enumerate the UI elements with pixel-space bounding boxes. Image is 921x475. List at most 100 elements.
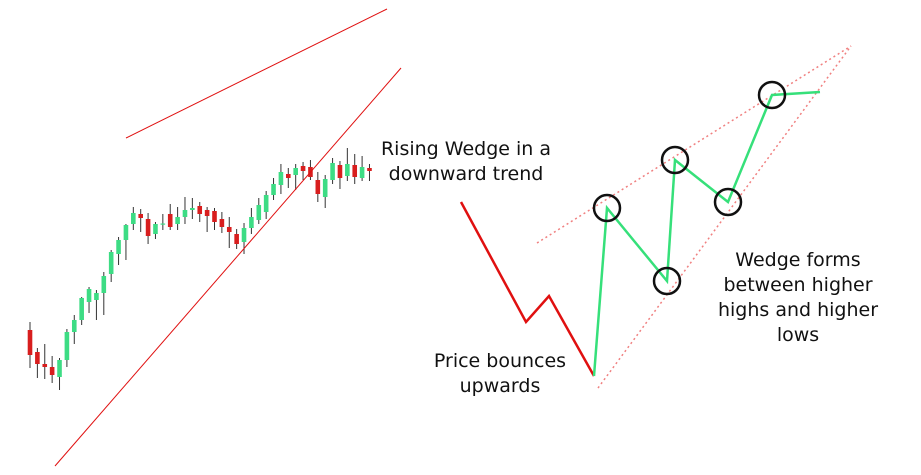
candle [359, 156, 365, 181]
bearish-candle-body [367, 168, 372, 171]
bullish-candle-body [256, 205, 262, 220]
bullish-candle-body [278, 172, 284, 185]
bullish-candle-body [123, 225, 129, 240]
candle [322, 175, 328, 208]
bullish-candle-body [271, 184, 276, 195]
candle [278, 164, 284, 194]
candle [315, 172, 321, 202]
bearish-candle-body [35, 352, 40, 364]
higher-low-circle [652, 266, 682, 296]
bearish-candle-body [219, 219, 225, 227]
candle [153, 222, 158, 239]
bullish-candle-body [263, 195, 269, 212]
bullish-candle-body [79, 298, 84, 320]
candle [27, 322, 33, 368]
candle [271, 178, 276, 200]
bullish-candle-body [330, 163, 335, 180]
candles-layer [27, 148, 372, 390]
upper-dotted-wedge-line [536, 45, 852, 244]
upper-trendline [125, 8, 388, 139]
candle [241, 223, 247, 254]
candle [226, 217, 232, 248]
candle [352, 154, 358, 184]
candle [256, 198, 262, 224]
candle [293, 164, 298, 190]
bullish-candle-body [160, 223, 166, 225]
bullish-candle-body [116, 240, 121, 254]
bearish-candle-body [300, 166, 306, 171]
bullish-candle-body [182, 210, 188, 217]
rising-wedge-label-line-1: Rising Wedge in a [380, 138, 552, 160]
bullish-candle-body [322, 179, 328, 197]
candle [212, 208, 217, 230]
bearish-candle-body [315, 180, 321, 194]
higher-high-circle [592, 193, 622, 223]
candle [330, 158, 335, 184]
bullish-candle-body [131, 213, 136, 224]
candle [190, 198, 195, 219]
candle [345, 148, 350, 181]
downtrend-line [459, 201, 596, 377]
lower-dotted-wedge-line [597, 45, 852, 389]
bearish-candle-body [337, 165, 343, 178]
bearish-candle-body [234, 234, 239, 244]
wedge-forms-label-line-2: between higher [723, 274, 873, 296]
candle [138, 209, 143, 232]
price-bounces-label-line-2: upwards [459, 375, 541, 397]
candle [219, 212, 225, 233]
candle [64, 329, 70, 367]
bullish-candle-body [153, 224, 158, 234]
bullish-candle-body [345, 164, 350, 176]
higher-low-circle [713, 187, 743, 217]
wedge-forms-label-line-4: lows [776, 324, 820, 346]
candle [182, 197, 188, 224]
candle [108, 250, 114, 282]
bullish-candle-body [241, 228, 247, 242]
candle [101, 272, 107, 315]
bearish-candle-body [226, 227, 232, 232]
bearish-candle-body [145, 219, 151, 236]
candle [286, 168, 291, 188]
bullish-candle-body [101, 276, 107, 293]
candle [160, 214, 166, 230]
candle [79, 297, 84, 325]
bearish-candle-body [167, 214, 173, 227]
lower-trendline [54, 67, 402, 467]
bullish-candle-body [94, 293, 99, 300]
candle [197, 202, 203, 222]
bullish-candle-body [64, 332, 70, 360]
wedge-forms-label-line-1: Wedge forms [735, 249, 861, 271]
bullish-candle-body [293, 168, 298, 175]
bearish-candle-body [138, 214, 143, 218]
price-bounces-label: Price bounces upwards [424, 349, 576, 399]
candle [175, 207, 180, 230]
candle [167, 204, 173, 230]
candle [86, 287, 92, 313]
candle [131, 207, 136, 230]
bullish-candle-body [359, 167, 365, 178]
candle [249, 208, 254, 234]
candle [35, 348, 40, 378]
bearish-candle-body [42, 364, 48, 367]
bearish-candle-body [204, 210, 210, 216]
bearish-candle-body [286, 174, 291, 178]
bearish-candle-body [352, 165, 358, 177]
bullish-candle-body [249, 217, 254, 228]
bullish-candle-body [86, 289, 92, 302]
candle [263, 191, 269, 219]
wedge-forms-label: Wedge forms between higher highs and hig… [710, 248, 886, 348]
candle [42, 344, 48, 379]
candle [234, 229, 239, 249]
candle [94, 290, 99, 320]
candle [71, 315, 77, 344]
rising-wedge-label-line-2: downward trend [388, 163, 544, 185]
candle [300, 162, 306, 180]
bearish-candle-body [49, 367, 55, 375]
candle [57, 358, 62, 390]
candle [49, 356, 55, 383]
candle [123, 224, 129, 260]
wedge-forms-label-line-3: highs and higher [717, 299, 879, 321]
bullish-candle-body [71, 320, 77, 332]
